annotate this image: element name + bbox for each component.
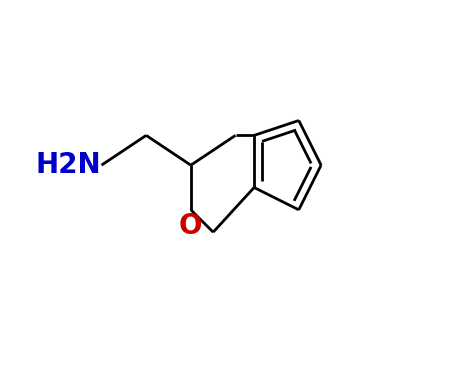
Text: O: O [179,212,203,240]
Text: H2N: H2N [36,151,101,179]
